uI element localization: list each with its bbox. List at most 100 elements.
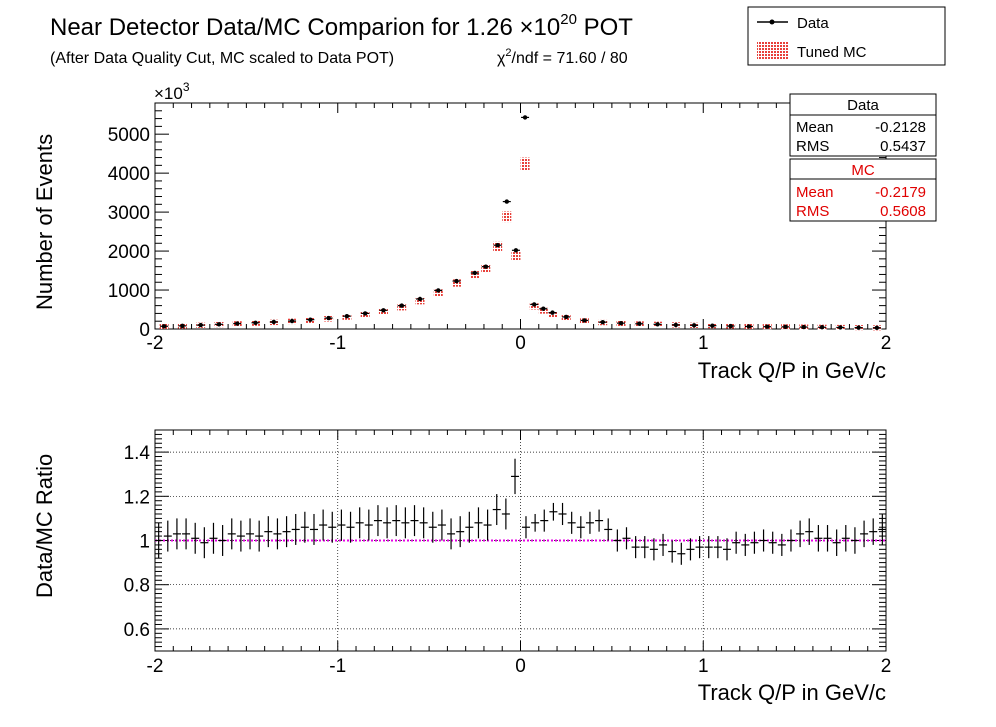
data-point — [436, 288, 441, 293]
top-y-tick-labels: 0 1000 2000 3000 4000 5000 — [108, 125, 150, 341]
stats-mc-rms-value: 0.5608 — [880, 203, 926, 220]
stats-data-rms-label: RMS — [796, 138, 829, 155]
bottom-y-tick-label: 1.2 — [124, 487, 150, 508]
mc-bin — [520, 157, 530, 171]
data-point — [765, 324, 770, 329]
data-point — [637, 321, 642, 326]
data-point — [655, 322, 660, 327]
data-point — [550, 310, 555, 315]
data-point — [710, 323, 715, 328]
data-point — [728, 323, 733, 329]
data-point — [563, 314, 569, 320]
top-plot-frame — [154, 102, 887, 330]
data-point — [838, 325, 843, 330]
data-point — [819, 325, 825, 330]
data-point — [483, 264, 488, 269]
data-point — [513, 248, 519, 253]
bottom-y-tick-label: 0.6 — [124, 620, 150, 641]
top-y-axis-label: Number of Events — [32, 134, 57, 310]
stats-mc-mean-label: Mean — [796, 184, 834, 201]
data-point — [180, 323, 185, 329]
bottom-y-axis-label: Data/MC Ratio — [32, 454, 57, 598]
data-point — [746, 324, 752, 329]
data-point — [801, 324, 806, 330]
mc-bin — [511, 251, 521, 261]
top-x-tick-labels: -2 -1 0 1 2 — [147, 333, 892, 354]
chi2-label: χ2/ndf = 71.60 / 80 — [497, 47, 628, 67]
stats-data-box: Data Mean -0.2128 RMS 0.5437 — [789, 93, 937, 157]
legend-data-marker — [769, 19, 775, 25]
data-point — [618, 320, 624, 326]
data-point — [532, 302, 537, 307]
data-point — [504, 199, 509, 204]
stats-mc-mean-value: -0.2179 — [875, 184, 926, 201]
data-point — [198, 322, 203, 328]
top-y-tick-label: 2000 — [108, 242, 150, 263]
stats-mc-title: MC — [851, 162, 874, 179]
data-point — [308, 317, 313, 322]
data-point — [161, 324, 167, 329]
data-point — [362, 311, 368, 316]
data-point — [783, 324, 788, 330]
top-x-tick-label: -2 — [147, 333, 164, 354]
data-point — [673, 322, 679, 328]
bottom-x-tick-label: 0 — [515, 656, 526, 677]
stats-mc-rms-label: RMS — [796, 203, 829, 220]
data-point — [271, 319, 276, 325]
data-point — [326, 315, 331, 321]
bottom-x-tick-labels: -2 -1 0 1 2 — [147, 656, 892, 677]
stats-data-rms-value: 0.5437 — [880, 138, 926, 155]
mc-bin — [481, 264, 491, 273]
top-y-tick-label: 4000 — [108, 164, 150, 185]
top-y-tick-label: 5000 — [108, 125, 150, 146]
data-point — [541, 306, 546, 311]
top-x-tick-label: 0 — [515, 333, 526, 354]
mc-bin — [433, 289, 443, 297]
top-y-tick-label: 0 — [139, 320, 150, 341]
bottom-x-tick-label: 1 — [698, 656, 709, 677]
data-point — [522, 115, 528, 120]
bottom-panel: -2 -1 0 1 2 0.6 0.8 1 1.2 1.4 Track Q/P in GeV/c… — [32, 429, 892, 705]
data-point — [856, 325, 861, 330]
chart-subtitle: (After Data Quality Cut, MC scaled to Da… — [50, 50, 394, 67]
legend: Data Tuned MC — [747, 6, 946, 66]
bottom-x-tick-label: -2 — [147, 656, 164, 677]
top-panel: -2 -1 0 1 2 0 1000 2000 3000 4000 5000 ×103 Track… — [32, 80, 937, 383]
mc-bin — [502, 211, 512, 223]
data-point — [417, 296, 423, 302]
data-point — [344, 313, 350, 319]
legend-mc-swatch — [757, 42, 788, 59]
bottom-x-axis-label: Track Q/P in GeV/c — [698, 680, 886, 705]
bottom-y-tick-label: 0.8 — [124, 576, 150, 597]
top-y-tick-label: 1000 — [108, 281, 150, 302]
top-x-tick-label: 1 — [698, 333, 709, 354]
data-point — [691, 323, 697, 328]
data-point — [253, 320, 258, 325]
data-point — [495, 243, 500, 248]
top-x-axis-label: Track Q/P in GeV/c — [698, 358, 886, 383]
ratio-series — [154, 458, 887, 565]
data-point — [399, 303, 404, 308]
data-point — [216, 322, 222, 327]
bottom-y-tick-label: 1.4 — [124, 443, 151, 464]
stats-data-mean-label: Mean — [796, 119, 834, 136]
legend-mc-label: Tuned MC — [797, 44, 867, 61]
chart-title: Near Detector Data/MC Comparion for 1.26… — [50, 11, 633, 41]
bottom-y-tick-label: 1 — [139, 532, 150, 553]
data-point — [235, 321, 240, 326]
data-point — [381, 308, 386, 313]
stats-data-title: Data — [847, 97, 879, 114]
top-y-tick-label: 3000 — [108, 203, 150, 224]
data-point — [874, 325, 880, 331]
data-point — [289, 318, 295, 324]
top-x-tick-label: 2 — [881, 333, 892, 354]
top-x-tick-label: -1 — [329, 333, 346, 354]
legend-data-label: Data — [797, 15, 829, 32]
stats-data-mean-value: -0.2128 — [875, 119, 926, 136]
data-point — [600, 319, 605, 325]
data-point — [582, 318, 587, 323]
bottom-x-tick-label: 2 — [881, 656, 892, 677]
data-point — [472, 270, 478, 276]
bottom-x-tick-label: -1 — [329, 656, 346, 677]
